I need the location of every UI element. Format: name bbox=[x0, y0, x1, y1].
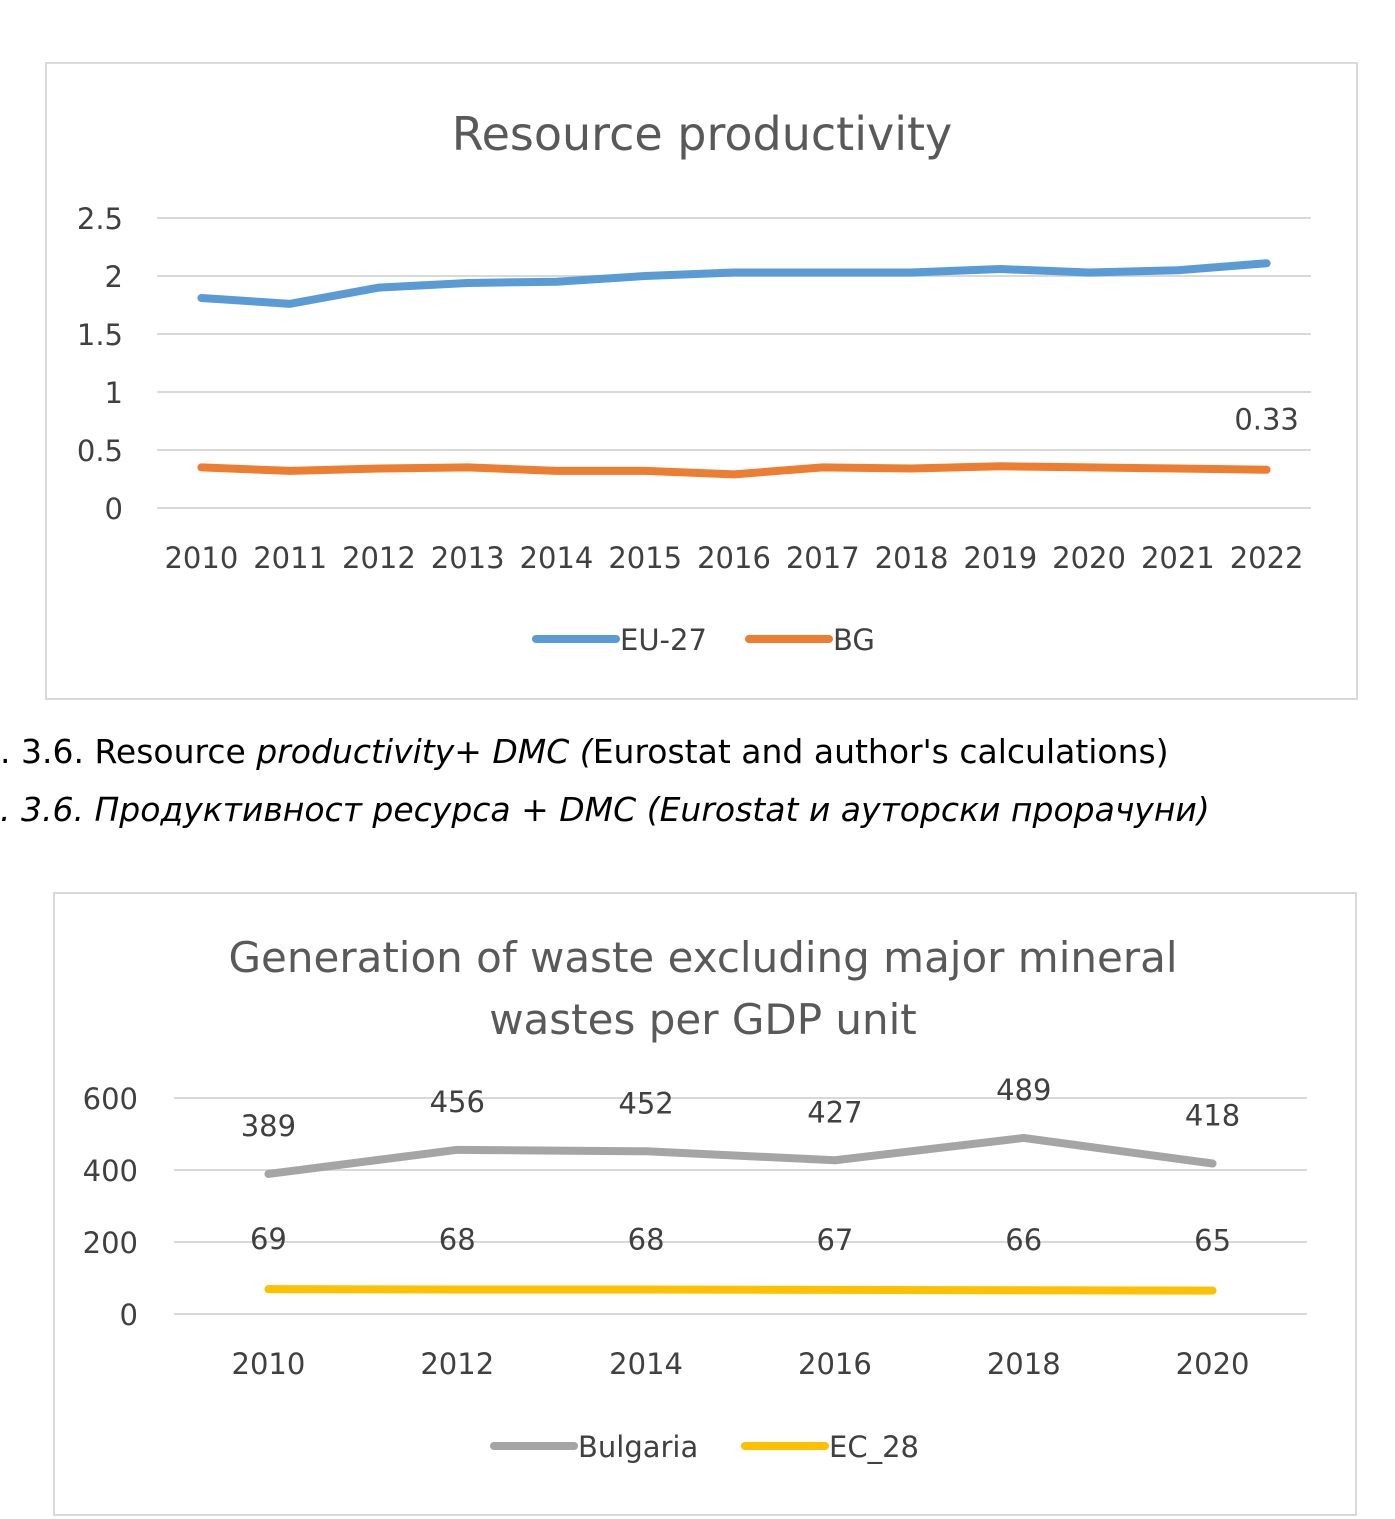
data-label: 68 bbox=[439, 1223, 476, 1257]
x-tick-label: 2011 bbox=[253, 541, 327, 575]
x-tick-label: 2013 bbox=[431, 541, 505, 575]
legend-label-Bulgaria: Bulgaria bbox=[578, 1430, 698, 1464]
x-tick-label: 2022 bbox=[1230, 541, 1304, 575]
caption-italic: productivity+ DMC ( bbox=[256, 732, 593, 771]
caption-english: . 3.6. Resource productivity+ DMC (Euros… bbox=[0, 732, 1169, 771]
data-label: 69 bbox=[250, 1222, 287, 1256]
y-tick-label: 2 bbox=[105, 260, 123, 294]
x-tick-label: 2016 bbox=[798, 1347, 872, 1381]
y-tick-label: 600 bbox=[83, 1082, 138, 1116]
data-label: 66 bbox=[1005, 1223, 1042, 1257]
x-tick-label: 2020 bbox=[1176, 1347, 1250, 1381]
x-tick-label: 2010 bbox=[164, 541, 238, 575]
data-label: 0.33 bbox=[1234, 403, 1299, 437]
x-tick-label: 2014 bbox=[520, 541, 594, 575]
data-label: 65 bbox=[1194, 1224, 1231, 1258]
series-line-EC_28 bbox=[264, 1285, 1217, 1295]
data-label: 67 bbox=[816, 1223, 853, 1257]
y-tick-label: 200 bbox=[83, 1226, 138, 1260]
series-line-BG bbox=[197, 462, 1271, 479]
y-tick-label: 400 bbox=[83, 1154, 138, 1188]
caption-suffix: Eurostat and author's calculations) bbox=[592, 732, 1169, 771]
legend-label-EU-27: EU-27 bbox=[620, 623, 707, 657]
x-tick-label: 2012 bbox=[342, 541, 416, 575]
y-tick-label: 1 bbox=[105, 376, 123, 410]
chart-title: wastes per GDP unit bbox=[489, 995, 917, 1044]
y-tick-label: 0 bbox=[120, 1298, 138, 1332]
x-tick-label: 2015 bbox=[608, 541, 682, 575]
y-tick-label: 1.5 bbox=[77, 318, 123, 352]
x-tick-label: 2019 bbox=[963, 541, 1037, 575]
x-tick-label: 2012 bbox=[420, 1347, 494, 1381]
data-label: 456 bbox=[430, 1085, 485, 1119]
chart-resource-productivity: Resource productivity 0 0.5 1 1.5 2 2.5 2010 201… bbox=[77, 107, 1311, 657]
chart-waste-generation: Generation of waste excluding major mine… bbox=[83, 933, 1307, 1464]
caption-prefix: . 3.6. Resource bbox=[0, 732, 257, 771]
x-tick-label: 2010 bbox=[232, 1347, 306, 1381]
x-tick-label: 2014 bbox=[609, 1347, 683, 1381]
x-tick-label: 2018 bbox=[987, 1347, 1061, 1381]
data-label: 489 bbox=[996, 1073, 1051, 1107]
legend-label-EC_28: EC_28 bbox=[829, 1430, 919, 1464]
x-tick-label: 2021 bbox=[1141, 541, 1215, 575]
x-tick-label: 2018 bbox=[875, 541, 949, 575]
caption-serbian: . 3.6. Продуктивност ресурса + DMC (Euro… bbox=[0, 790, 1210, 829]
chart-title: Generation of waste excluding major mine… bbox=[228, 933, 1177, 982]
data-label: 389 bbox=[241, 1109, 296, 1143]
x-tick-label: 2017 bbox=[786, 541, 860, 575]
series-line-EU-27 bbox=[197, 259, 1271, 308]
chart-1-frame: Resource productivity 0 0.5 1 1.5 2 2.5 2010 201… bbox=[45, 62, 1358, 700]
chart-title: Resource productivity bbox=[452, 107, 953, 161]
data-label: 452 bbox=[618, 1086, 673, 1120]
y-tick-label: 2.5 bbox=[77, 202, 123, 236]
series-line-Bulgaria bbox=[264, 1133, 1217, 1178]
chart-2-frame: Generation of waste excluding major mine… bbox=[53, 892, 1357, 1516]
data-label: 427 bbox=[807, 1095, 862, 1129]
y-tick-label: 0.5 bbox=[77, 434, 123, 468]
caption-serbian-text: . 3.6. Продуктивност ресурса + DMC (Euro… bbox=[0, 790, 1210, 829]
legend-label-BG: BG bbox=[833, 623, 875, 657]
data-label: 68 bbox=[628, 1223, 665, 1257]
x-tick-label: 2016 bbox=[697, 541, 771, 575]
y-tick-label: 0 bbox=[105, 492, 123, 526]
data-label: 418 bbox=[1185, 1099, 1240, 1133]
x-tick-label: 2020 bbox=[1052, 541, 1126, 575]
